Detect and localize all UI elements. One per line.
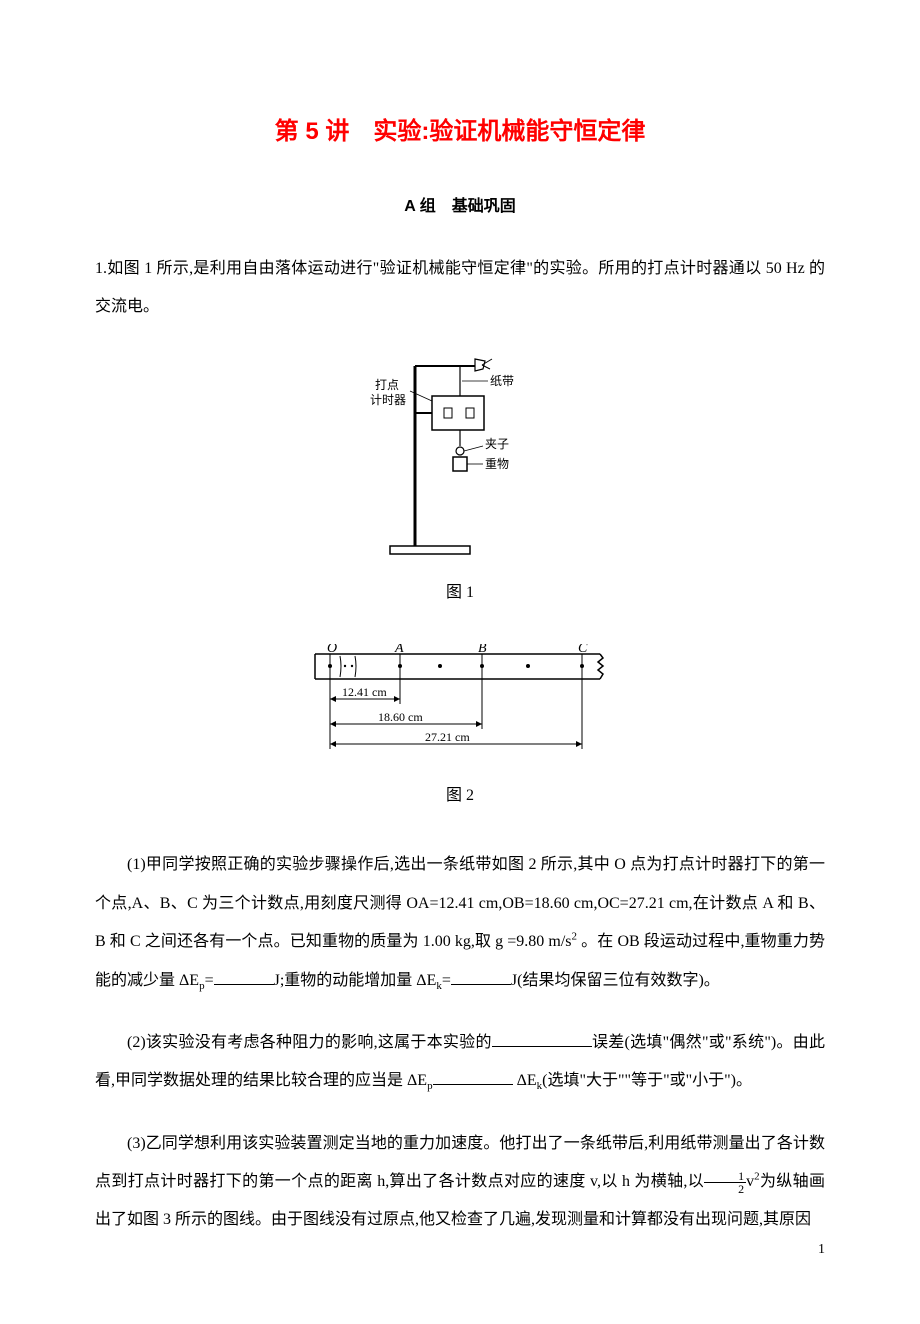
q1-mid3: = — [442, 972, 451, 989]
blank-delta-ep — [214, 967, 274, 985]
question-3: (3)乙同学想利用该实验装置测定当地的重力加速度。他打出了一条纸带后,利用纸带测… — [95, 1125, 825, 1240]
q1-unit2: J(结果均保留三位有效数字)。 — [511, 972, 720, 989]
svg-text:A: A — [394, 644, 404, 656]
svg-text:27.21 cm: 27.21 cm — [425, 730, 470, 744]
figure-2: O A B C 12.41 cm 18.60 cm — [95, 644, 825, 764]
blank-compare — [433, 1067, 513, 1085]
question-1: (1)甲同学按照正确的实验步骤操作后,选出一条纸带如图 2 所示,其中 O 点为… — [95, 846, 825, 1000]
figure-2-caption: 图 2 — [95, 782, 825, 811]
q3-p2: v — [746, 1173, 754, 1190]
blank-delta-ek — [451, 967, 511, 985]
page-number: 1 — [818, 1237, 825, 1262]
q2-p3: ΔE — [513, 1072, 537, 1089]
intro-paragraph: 1.如图 1 所示,是利用自由落体运动进行"验证机械能守恒定律"的实验。所用的打… — [95, 250, 825, 327]
blank-error-type — [492, 1029, 592, 1047]
svg-text:12.41 cm: 12.41 cm — [342, 685, 387, 699]
q1-unit1: J;重物的动能增加量 ΔE — [274, 972, 437, 989]
figure-1: 打点 计时器 纸带 夹子 重物 — [95, 351, 825, 561]
svg-text:打点: 打点 — [375, 378, 399, 392]
svg-text:C: C — [578, 644, 588, 656]
svg-text:夹子: 夹子 — [485, 437, 509, 451]
page-title: 第 5 讲 实验:验证机械能守恒定律 — [95, 110, 825, 153]
fraction-half: 12 — [704, 1170, 746, 1195]
svg-text:计时器: 计时器 — [370, 393, 406, 407]
section-label: A 组 基础巩固 — [95, 193, 825, 222]
svg-text:纸带: 纸带 — [490, 374, 514, 388]
question-2: (2)该实验没有考虑各种阻力的影响,这属于本实验的误差(选填"偶然"或"系统")… — [95, 1024, 825, 1101]
svg-text:18.60 cm: 18.60 cm — [378, 710, 423, 724]
q1-mid2: = — [205, 972, 214, 989]
svg-text:重物: 重物 — [485, 457, 509, 471]
svg-text:O: O — [327, 644, 337, 656]
q2-p1: (2)该实验没有考虑各种阻力的影响,这属于本实验的 — [127, 1034, 492, 1051]
figure-1-caption: 图 1 — [95, 579, 825, 608]
q2-p4: (选填"大于""等于"或"小于")。 — [542, 1072, 752, 1089]
